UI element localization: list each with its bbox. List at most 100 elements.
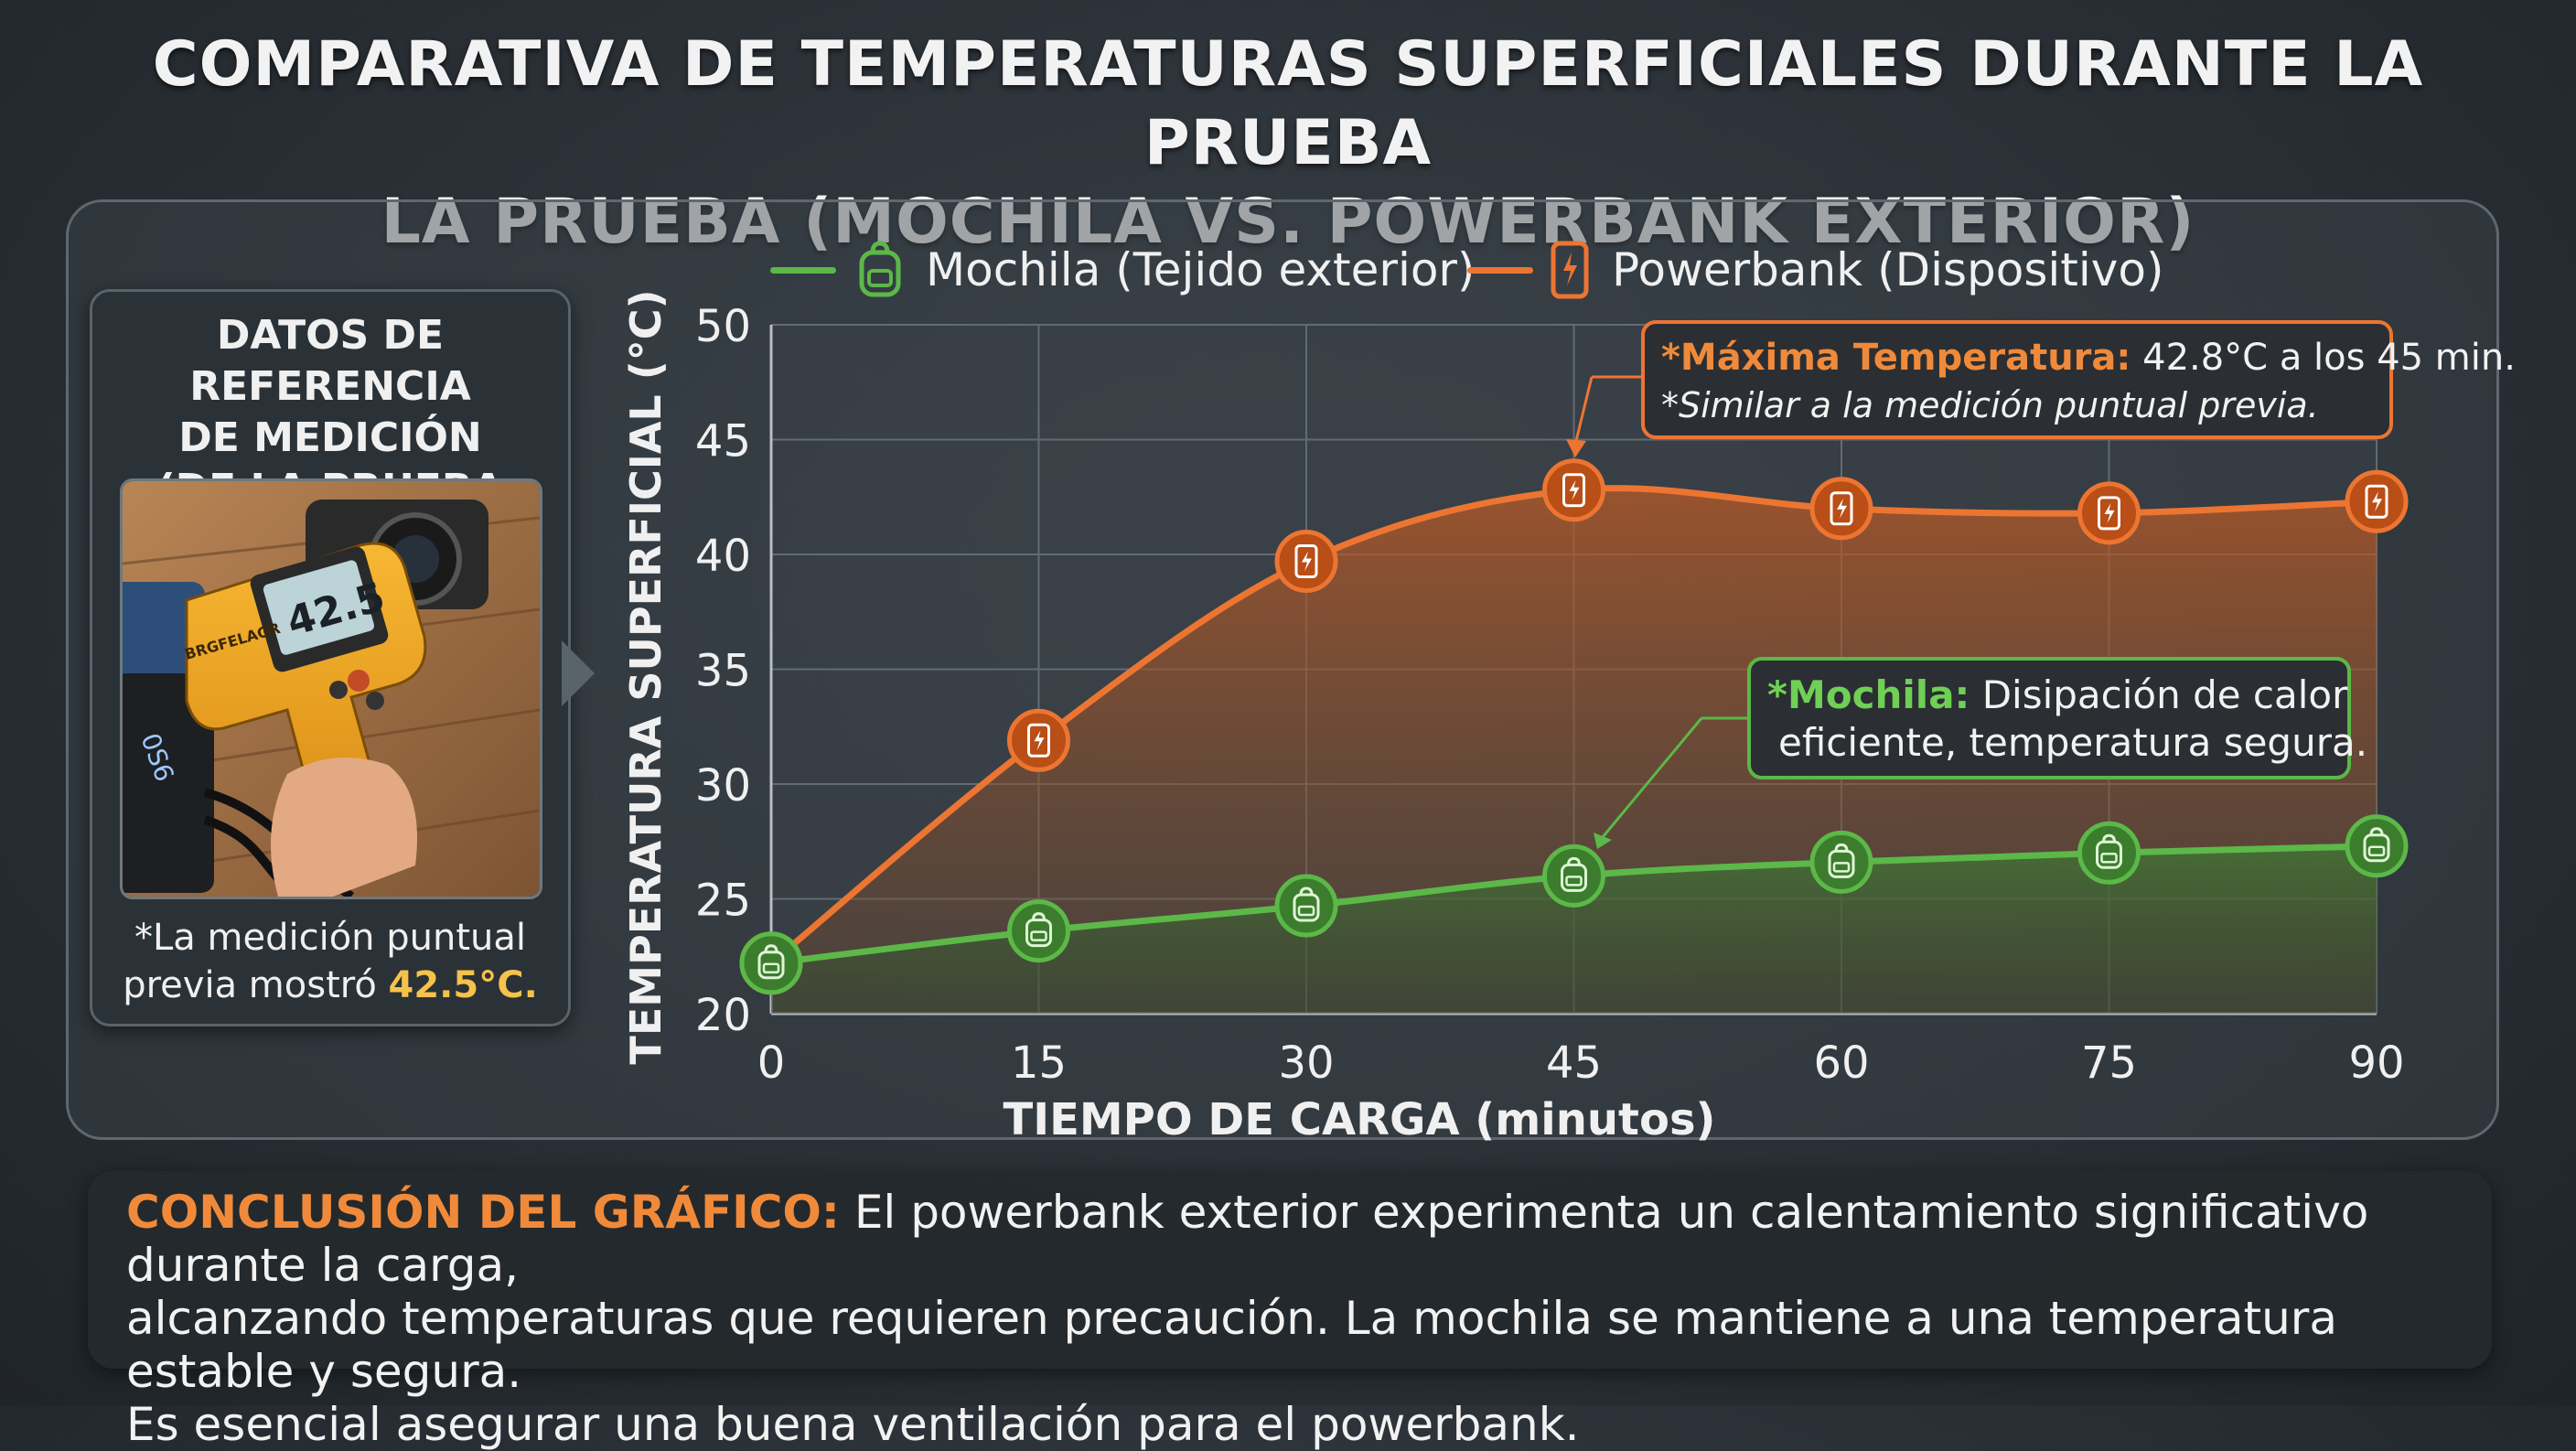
backpack-pocket — [2100, 853, 2118, 864]
x-tick-label: 45 — [1546, 1037, 1602, 1089]
backpack-handle — [1834, 843, 1849, 852]
backpack-pocket — [1297, 905, 1315, 917]
x-tick-label: 30 — [1278, 1037, 1334, 1089]
thermometer-illustration: 0S6 42.5 BRGFELAGR — [123, 481, 540, 897]
svg-text:*Máxima Temperatura: 42.8°C a: *Máxima Temperatura: 42.8°C a los 45 min… — [1661, 337, 2516, 379]
data-point-mochila — [1274, 874, 1338, 938]
powerbank-icon — [1294, 544, 1318, 579]
chart-areas — [771, 488, 2377, 1014]
x-tick-label: 75 — [2081, 1037, 2137, 1089]
conclusion-line-3: Es esencial asegurar una buena ventilaci… — [126, 1398, 1580, 1451]
reference-note-line-1: *La medición puntual — [134, 917, 526, 959]
data-point-powerbank — [1007, 708, 1070, 772]
reference-note-line-2: previa mostró 42.5°C. — [92, 962, 568, 1009]
x-tick-label: 0 — [757, 1037, 786, 1089]
y-tick-label: 45 — [695, 416, 751, 468]
backpack-handle — [2369, 827, 2384, 835]
annotation-mochila-label: *Mochila: — [1767, 672, 1970, 717]
reference-pointer — [562, 640, 595, 706]
bolt-icon — [1569, 479, 1580, 500]
data-point-mochila — [1542, 844, 1605, 908]
data-point-mochila — [739, 931, 803, 995]
powerbank-icon — [1562, 473, 1585, 508]
backpack-handle — [1032, 912, 1046, 920]
y-tick-label: 35 — [695, 646, 751, 697]
reference-title-line-1: DATOS DE REFERENCIA — [189, 312, 471, 410]
line-chart: 20 25 30 35 40 45 50 0 15 30 45 60 75 90 TIEMPO DE CA… — [621, 289, 2516, 1145]
legend-item-mochila: Mochila (Tejido exterior) — [770, 240, 1476, 300]
data-point-powerbank — [1809, 477, 1873, 541]
conclusion-line-2: alcanzando temperaturas que requieren pr… — [126, 1292, 2337, 1398]
backpack-icon — [2096, 840, 2122, 869]
backpack-pocket — [1832, 862, 1851, 873]
conclusion-label: CONCLUSIÓN DEL GRÁFICO: — [126, 1186, 840, 1239]
annotation-powerbank-value: 42.8°C a los 45 min. — [2131, 337, 2516, 379]
annotation-mochila-line-1: Disipación de calor — [1970, 672, 2348, 717]
legend-item-powerbank: Powerbank (Dispositivo) — [1467, 240, 2164, 300]
x-tick-label: 90 — [2348, 1037, 2404, 1089]
svg-text:*Mochila: Disipación de calor: *Mochila: Disipación de calor — [1767, 672, 2348, 717]
backpack-pocket — [762, 962, 780, 974]
annotation-powerbank-note: *Similar a la medición puntual previa. — [1661, 385, 2319, 425]
y-axis-label: TEMPERATURA SUPERFICIAL (°C) — [621, 289, 671, 1064]
legend-label-powerbank: Powerbank (Dispositivo) — [1612, 243, 2164, 296]
data-point-powerbank — [1542, 458, 1605, 522]
reference-card: DATOS DE REFERENCIA DE MEDICIÓN (DE LA P… — [90, 289, 571, 1026]
backpack-pocket — [1030, 930, 1047, 941]
y-tick-label: 25 — [695, 876, 751, 927]
backpack-pocket — [2367, 845, 2386, 857]
x-axis-label: TIEMPO DE CARGA (minutos) — [1004, 1094, 1716, 1145]
area-mochila — [771, 845, 2377, 1014]
chart-ticks: 20 25 30 35 40 45 50 0 15 30 45 60 75 90 — [695, 301, 2405, 1089]
data-point-mochila — [2077, 821, 2141, 885]
powerbank-icon — [2098, 496, 2120, 531]
bolt-icon — [1034, 730, 1045, 751]
conclusion-text: CONCLUSIÓN DEL GRÁFICO: El powerbank ext… — [126, 1186, 2468, 1451]
annotation-powerbank: *Máxima Temperatura: 42.8°C a los 45 min… — [1566, 320, 2516, 457]
backpack-icon — [757, 951, 785, 980]
reference-photo: 0S6 42.5 BRGFELAGR — [120, 478, 542, 899]
backpack-handle — [764, 944, 778, 952]
data-point-powerbank — [1274, 530, 1338, 594]
backpack-pocket — [1565, 876, 1583, 887]
annotation-powerbank-label: *Máxima Temperatura: — [1661, 337, 2131, 379]
x-tick-label: 60 — [1813, 1037, 1869, 1089]
backpack-handle — [1567, 856, 1581, 865]
annotation-mochila: *Mochila: Disipación de calor eficiente,… — [1594, 657, 2367, 849]
y-tick-label: 20 — [695, 990, 751, 1041]
reference-note: *La medición puntual previa mostró 42.5°… — [92, 914, 568, 1009]
reference-note-text: previa mostró — [123, 964, 389, 1006]
bolt-icon — [2104, 502, 2115, 523]
data-point-mochila — [1809, 830, 1873, 894]
y-tick-label: 30 — [695, 760, 751, 811]
x-tick-label: 15 — [1011, 1037, 1067, 1089]
conclusion-line-1: El powerbank exterior experimenta un cal… — [126, 1186, 2369, 1292]
backpack-icon — [859, 241, 901, 297]
backpack-icon — [1025, 919, 1052, 948]
powerbank-icon — [1551, 241, 1589, 299]
backpack-icon — [1828, 849, 1855, 878]
legend-line-mochila — [770, 266, 836, 274]
reference-note-value: 42.5°C. — [388, 964, 538, 1006]
backpack-icon — [1561, 863, 1587, 892]
powerbank-icon — [1830, 491, 1853, 526]
powerbank-icon — [1027, 723, 1050, 758]
backpack-icon — [2363, 833, 2390, 863]
title-line-1: COMPARATIVA DE TEMPERATURAS SUPERFICIALE… — [152, 28, 2424, 179]
data-point-powerbank — [2077, 481, 2141, 545]
data-point-mochila — [1007, 899, 1070, 963]
powerbank-icon — [2365, 484, 2388, 519]
reference-title-line-2: DE MEDICIÓN — [178, 414, 482, 461]
legend-label-mochila: Mochila (Tejido exterior) — [926, 243, 1476, 296]
page-title: COMPARATIVA DE TEMPERATURAS SUPERFICIALE… — [0, 26, 2576, 262]
backpack-handle — [1299, 887, 1314, 896]
conclusion-box: CONCLUSIÓN DEL GRÁFICO: El powerbank ext… — [88, 1171, 2492, 1451]
y-tick-label: 50 — [695, 301, 751, 352]
chart-points — [739, 458, 2409, 995]
y-tick-label: 40 — [695, 531, 751, 582]
legend-line-powerbank — [1467, 266, 1533, 274]
backpack-handle — [2102, 833, 2116, 843]
bolt-icon — [1302, 551, 1312, 572]
data-point-powerbank — [2345, 469, 2409, 533]
bolt-icon — [1837, 498, 1847, 519]
